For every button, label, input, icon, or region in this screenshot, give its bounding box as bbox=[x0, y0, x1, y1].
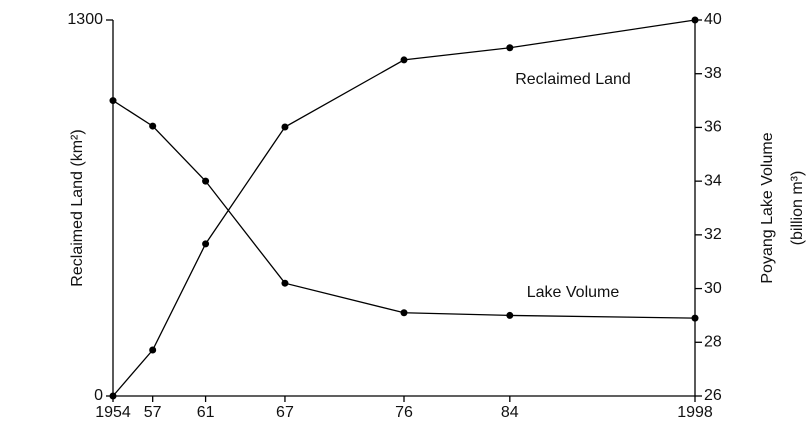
series-label: Lake Volume bbox=[527, 284, 620, 301]
point bbox=[202, 177, 210, 185]
y2-tick-label: 26 bbox=[704, 387, 722, 404]
y2-tick-label: 30 bbox=[704, 280, 722, 297]
point bbox=[400, 309, 408, 317]
y2-tick-label: 40 bbox=[704, 11, 722, 28]
point bbox=[109, 97, 117, 105]
x-tick-label: 1954 bbox=[95, 404, 131, 421]
point bbox=[691, 16, 699, 24]
y-axis-label: Reclaimed Land (km²) bbox=[69, 129, 86, 286]
x-tick-label: 76 bbox=[395, 404, 413, 421]
point bbox=[149, 122, 157, 130]
series-label: Reclaimed Land bbox=[515, 71, 631, 88]
x-tick-label: 57 bbox=[144, 404, 162, 421]
y2-tick-label: 36 bbox=[704, 119, 722, 136]
point bbox=[281, 123, 289, 131]
point bbox=[149, 346, 157, 354]
y2-tick-label: 32 bbox=[704, 226, 722, 243]
y-tick-label: 1300 bbox=[67, 11, 103, 28]
point bbox=[202, 240, 210, 248]
point bbox=[400, 56, 408, 64]
y2-axis-label: Poyang Lake Volume bbox=[759, 132, 776, 283]
x-tick-label: 67 bbox=[276, 404, 294, 421]
point bbox=[691, 314, 699, 322]
x-tick-label: 61 bbox=[197, 404, 215, 421]
x-tick-label: 84 bbox=[501, 404, 519, 421]
x-tick-label: 1998 bbox=[677, 404, 713, 421]
y2-tick-label: 34 bbox=[704, 172, 722, 189]
y2-axis-label: (billion m³) bbox=[789, 171, 806, 246]
y2-tick-label: 38 bbox=[704, 65, 722, 82]
point bbox=[506, 311, 514, 319]
point bbox=[281, 279, 289, 287]
point bbox=[109, 392, 117, 400]
point bbox=[506, 44, 514, 52]
y-tick-label: 0 bbox=[94, 387, 103, 404]
y2-tick-label: 28 bbox=[704, 334, 722, 351]
